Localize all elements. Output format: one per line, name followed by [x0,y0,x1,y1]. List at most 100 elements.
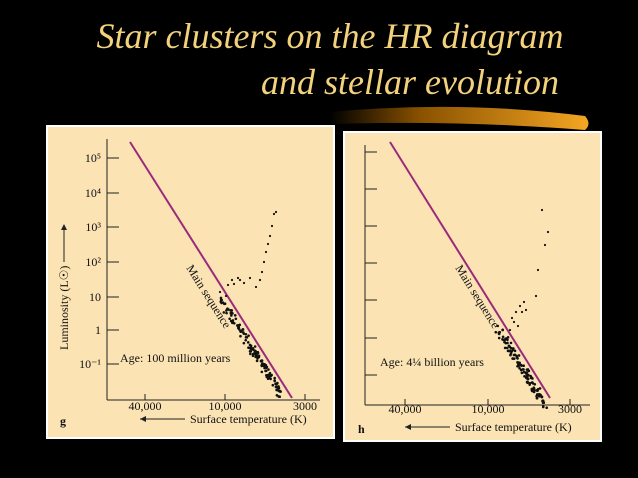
star [257,354,261,358]
star [528,383,531,386]
y-tick-label: 10⁻¹ [79,357,101,371]
star [233,314,237,317]
star [241,328,245,331]
star [522,370,526,374]
star [505,346,509,350]
star [254,353,257,356]
star [524,308,528,312]
star [256,351,260,355]
star [496,324,500,328]
star [230,321,234,325]
star [271,383,275,387]
star [258,278,262,282]
star [523,374,526,378]
star [242,281,246,285]
star [270,373,273,377]
star [540,208,544,212]
star [223,302,226,306]
star [510,316,514,320]
star [230,278,234,282]
star [518,304,522,308]
star [530,389,534,393]
star [249,352,252,356]
star [540,395,544,398]
star [274,210,278,214]
star [503,340,506,344]
star [508,345,512,349]
x-axis-label: Surface temperature (K) [455,420,572,434]
panel-bg [48,127,333,437]
star [506,349,510,353]
star [509,341,513,345]
star [522,364,526,368]
panel-label: h [358,422,365,436]
star [506,341,509,345]
main-sequence-line [129,141,293,399]
arrowhead [61,224,67,230]
annotation: Age: 4¼ billion years [380,355,484,369]
star [232,282,236,286]
x-tick-label: 10,000 [472,402,505,416]
star [273,379,277,383]
swoosh [330,106,589,130]
star [262,260,266,264]
star [518,366,521,370]
star [239,330,242,333]
star [249,344,253,348]
y-tick-label: 10⁵ [85,151,101,165]
star [254,285,258,289]
star [253,345,257,348]
star [219,296,223,300]
star [535,389,539,392]
star [520,310,524,314]
star [249,346,253,350]
star [265,365,269,369]
star [503,346,507,350]
star [263,366,266,370]
star [248,350,252,353]
star [274,385,278,389]
star [273,376,277,380]
title-line: Star clusters on the HR diagram [97,16,564,56]
star [526,374,530,377]
star [236,276,240,280]
star [236,326,240,330]
panel: 40,000 10,000 3000 h Surface temperature (K)… [343,131,602,442]
star [531,382,535,385]
x-tick-label: 10,000 [209,399,242,413]
x-tick-label: 3000 [293,399,317,413]
star [275,382,278,386]
star [228,317,231,321]
star [508,328,512,332]
star [220,298,224,302]
star [526,377,530,381]
star [246,341,250,344]
star [267,374,271,377]
star [512,357,516,360]
star [231,319,235,322]
y-tick-label: 10 [89,290,101,304]
star [254,350,258,354]
star [234,317,238,321]
star [266,242,270,246]
star [262,364,266,368]
star [517,354,521,357]
star [520,371,524,375]
star [526,368,530,371]
star [260,270,264,274]
star [239,334,242,338]
star [244,338,248,342]
star [242,332,246,335]
star [226,283,230,287]
star [538,387,542,390]
star [276,386,280,390]
star [512,353,516,357]
star [222,311,226,314]
star [264,369,267,373]
main-sequence-line [389,141,551,399]
star [272,212,276,216]
star [225,311,228,315]
star [270,224,274,228]
star [526,380,530,384]
star [224,294,228,298]
